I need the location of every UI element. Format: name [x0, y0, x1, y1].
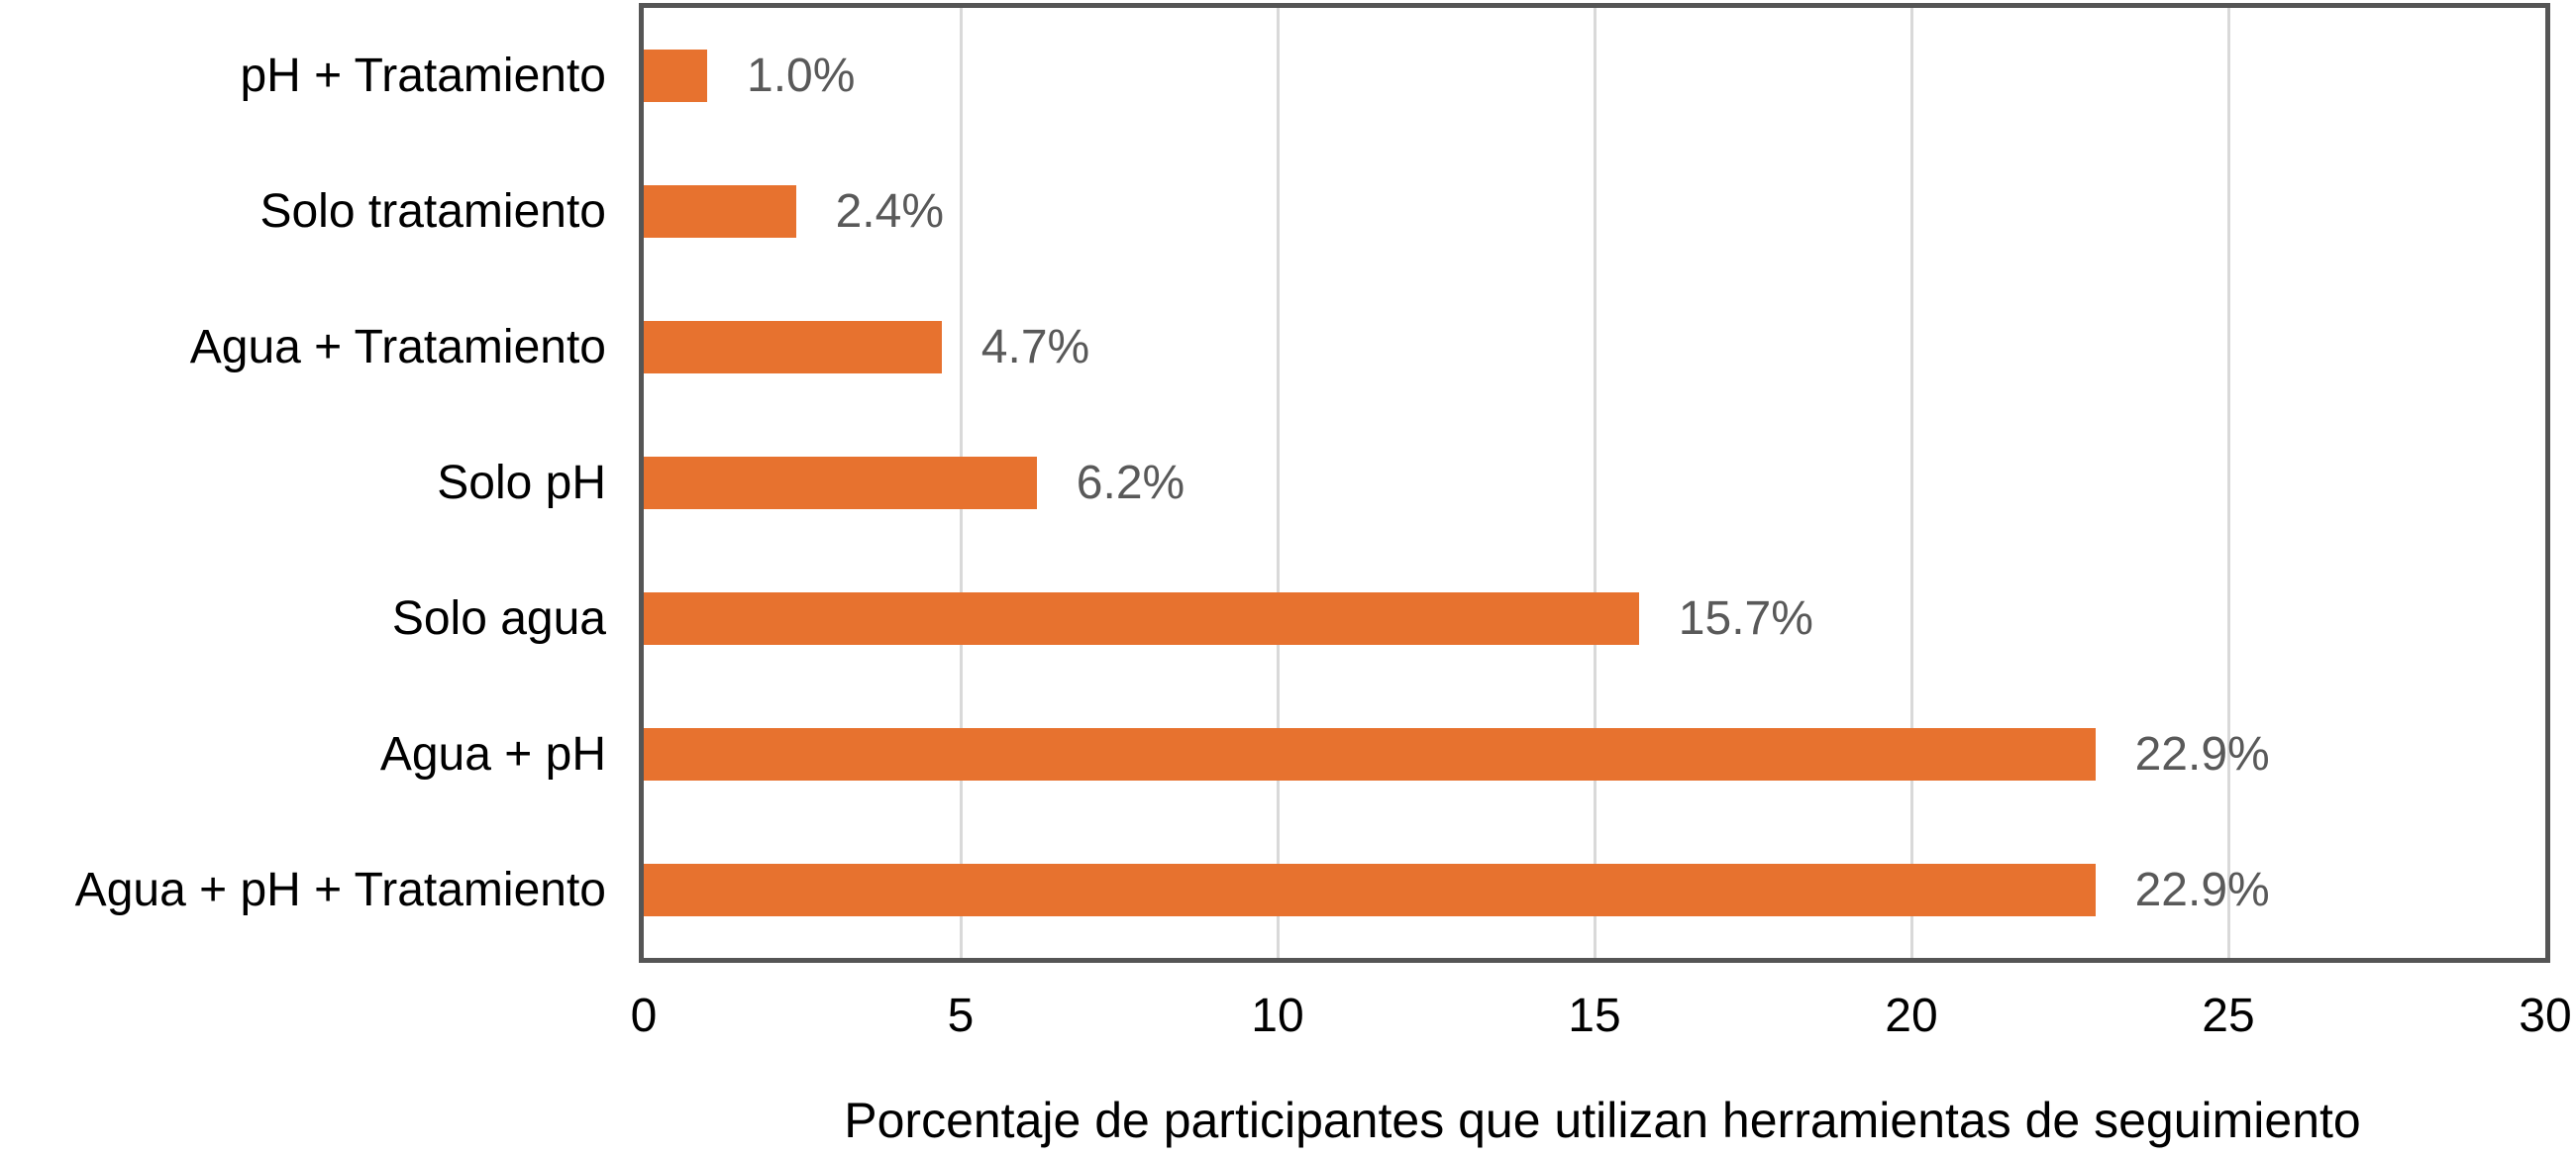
gridline-x-20 [1909, 8, 1913, 958]
category-label: Agua + Tratamiento [189, 321, 606, 373]
bar-1 [644, 185, 796, 238]
value-label: 1.0% [747, 50, 856, 102]
plot-area: 1.0% 2.4% 4.7% 6.2% 15.7% 22.9% 22.9% [644, 8, 2545, 958]
bar-6 [644, 864, 2096, 916]
y-axis-category-labels: pH + Tratamiento Solo tratamiento Agua + T… [0, 8, 606, 958]
value-label: 15.7% [1678, 592, 1813, 645]
x-tick-label-20: 20 [1885, 990, 1938, 1042]
category-label: pH + Tratamiento [240, 50, 606, 102]
bar-row: 4.7% [644, 279, 2545, 415]
value-label: 4.7% [980, 321, 1090, 373]
value-label: 22.9% [2134, 728, 2270, 781]
category-label: Solo tratamiento [259, 185, 606, 238]
x-tick-label-30: 30 [2519, 990, 2572, 1042]
x-tick-label-5: 5 [947, 990, 975, 1042]
plot-frame: 1.0% 2.4% 4.7% 6.2% 15.7% 22.9% 22.9% [639, 3, 2550, 963]
category-label: Solo pH [437, 457, 606, 509]
x-tick-label-15: 15 [1568, 990, 1621, 1042]
bar-row: 6.2% [644, 415, 2545, 551]
category-label: Agua + pH + Tratamiento [74, 864, 606, 916]
value-label: 2.4% [835, 185, 944, 238]
gridline-x-15 [1593, 8, 1597, 958]
category-label: Solo agua [391, 592, 606, 645]
bar-3 [644, 457, 1037, 509]
bar-row: 1.0% [644, 8, 2545, 144]
bar-row: 22.9% [644, 686, 2545, 822]
x-axis-title: Porcentaje de participantes que utilizan… [844, 1093, 2361, 1148]
x-tick-label-10: 10 [1251, 990, 1304, 1042]
bar-4 [644, 592, 1639, 645]
gridline-x-25 [2226, 8, 2230, 958]
x-tick-label-0: 0 [630, 990, 658, 1042]
bar-row: 2.4% [644, 144, 2545, 279]
bar-row: 15.7% [644, 551, 2545, 686]
bar-row: 22.9% [644, 822, 2545, 958]
x-axis-tick-labels: 0 5 10 15 20 25 30 [0, 989, 2576, 1058]
bar-0 [644, 50, 707, 102]
bar-5 [644, 728, 2096, 781]
bar-2 [644, 321, 942, 373]
value-label: 6.2% [1076, 457, 1185, 509]
category-label: Agua + pH [379, 728, 606, 781]
x-tick-label-25: 25 [2202, 990, 2255, 1042]
value-label: 22.9% [2134, 864, 2270, 916]
gridline-x-10 [1276, 8, 1280, 958]
